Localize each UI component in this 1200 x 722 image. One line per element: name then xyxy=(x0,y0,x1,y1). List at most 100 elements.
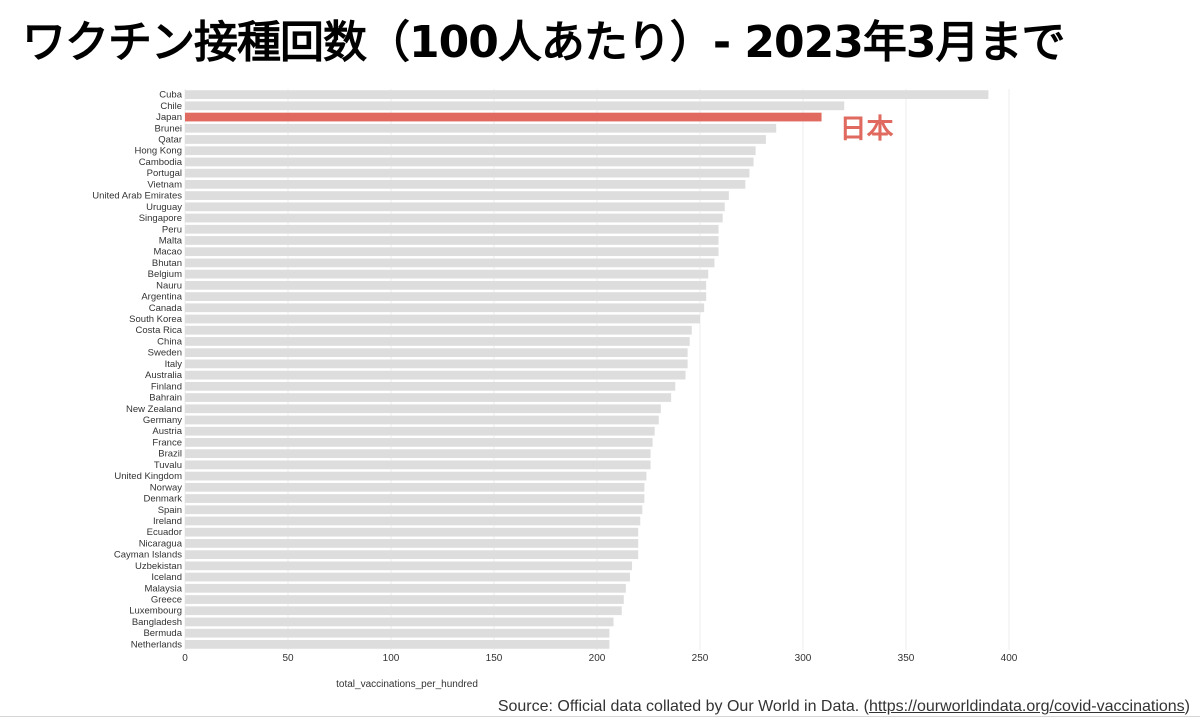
category-label: Germany xyxy=(143,415,182,426)
bar xyxy=(185,449,651,459)
category-label: New Zealand xyxy=(126,404,182,415)
category-label: United Arab Emirates xyxy=(92,191,182,202)
category-label: Vietnam xyxy=(147,179,182,190)
x-tick-label: 100 xyxy=(383,653,400,664)
category-label: Brazil xyxy=(158,449,182,460)
x-tick-label: 0 xyxy=(182,653,188,664)
bar xyxy=(185,90,989,99)
category-label: Macao xyxy=(153,247,182,258)
bar xyxy=(185,247,719,257)
category-label: Tuvalu xyxy=(154,460,182,471)
x-axis-label: total_vaccinations_per_hundred xyxy=(336,679,478,690)
category-label: Costa Rica xyxy=(136,325,183,336)
category-label: Bermuda xyxy=(143,628,182,639)
x-tick-label: 200 xyxy=(589,653,606,664)
category-label: Chile xyxy=(160,101,182,112)
bar xyxy=(185,628,610,638)
category-label: United Kingdom xyxy=(114,471,182,482)
bar xyxy=(185,135,766,144)
bar xyxy=(185,527,639,537)
category-label: Greece xyxy=(151,595,182,606)
bar xyxy=(185,224,719,234)
bar xyxy=(185,202,725,212)
category-label: Denmark xyxy=(143,494,182,505)
bar xyxy=(185,561,633,571)
bar xyxy=(185,325,692,335)
category-label: Nicaragua xyxy=(139,538,183,549)
bar xyxy=(185,303,705,313)
bar xyxy=(185,359,688,369)
japan-annotation: 日本 xyxy=(840,114,894,145)
category-label: Nauru xyxy=(156,280,182,291)
category-label: Finland xyxy=(151,381,182,392)
category-label: Cayman Islands xyxy=(114,550,182,561)
category-label: Japan xyxy=(156,112,182,123)
category-label: Peru xyxy=(162,224,182,235)
bar xyxy=(185,348,688,358)
bar xyxy=(185,292,707,301)
category-label: Bangladesh xyxy=(132,617,182,628)
bar xyxy=(185,179,746,189)
footer-divider xyxy=(0,716,1200,717)
category-label: Australia xyxy=(145,370,183,381)
category-label: South Korea xyxy=(129,314,183,325)
category-label: Malta xyxy=(159,235,183,246)
category-label: Hong Kong xyxy=(134,146,182,157)
x-tick-label: 50 xyxy=(282,653,294,664)
category-label: Brunei xyxy=(155,123,182,134)
bar xyxy=(185,583,626,593)
category-label: Uzbekistan xyxy=(135,561,182,572)
x-tick-label: 300 xyxy=(795,653,812,664)
bar xyxy=(185,168,750,178)
bar xyxy=(185,516,641,526)
x-tick-label: 400 xyxy=(1001,653,1018,664)
bar xyxy=(185,572,630,582)
category-label: Ireland xyxy=(153,516,182,527)
x-tick-label: 150 xyxy=(486,653,503,664)
bar xyxy=(185,550,639,560)
bar xyxy=(185,269,709,279)
category-label: Spain xyxy=(158,505,182,516)
bar xyxy=(185,404,661,414)
bar xyxy=(185,482,645,492)
bar xyxy=(185,157,754,167)
category-label: France xyxy=(152,437,182,448)
bar xyxy=(185,426,655,436)
category-label: Cambodia xyxy=(139,157,183,168)
bar xyxy=(185,381,676,391)
category-label: Malaysia xyxy=(145,583,183,594)
bar xyxy=(185,595,624,604)
category-label: Cuba xyxy=(159,90,182,101)
bar xyxy=(185,280,707,290)
source-note: Source: Official data collated by Our Wo… xyxy=(498,698,1190,716)
bar xyxy=(185,606,622,616)
bar xyxy=(185,123,777,133)
bar xyxy=(185,438,653,447)
bar xyxy=(185,337,690,346)
bar xyxy=(185,460,651,470)
category-label: Canada xyxy=(149,303,183,314)
category-label: Norway xyxy=(150,482,182,493)
source-prefix: Source: Official data collated by Our Wo… xyxy=(497,698,869,715)
bar xyxy=(185,505,643,515)
bar xyxy=(185,539,639,548)
bar xyxy=(185,101,845,111)
category-label: Singapore xyxy=(139,213,182,224)
category-label: Bhutan xyxy=(152,258,182,269)
bar xyxy=(185,112,822,122)
category-label: Bahrain xyxy=(149,393,182,404)
category-label: Uruguay xyxy=(146,202,182,213)
bar xyxy=(185,494,645,503)
category-label: Qatar xyxy=(158,134,182,145)
bar xyxy=(185,471,647,481)
bar xyxy=(185,640,610,649)
category-label: Italy xyxy=(165,359,183,370)
source-suffix: ) xyxy=(1184,698,1190,715)
bar xyxy=(185,213,723,223)
x-tick-label: 250 xyxy=(692,653,709,664)
source-link[interactable]: https://ourworldindata.org/covid-vaccina… xyxy=(868,698,1185,715)
bar xyxy=(185,314,700,324)
category-label: Luxembourg xyxy=(129,606,182,617)
category-label: Iceland xyxy=(151,572,182,583)
